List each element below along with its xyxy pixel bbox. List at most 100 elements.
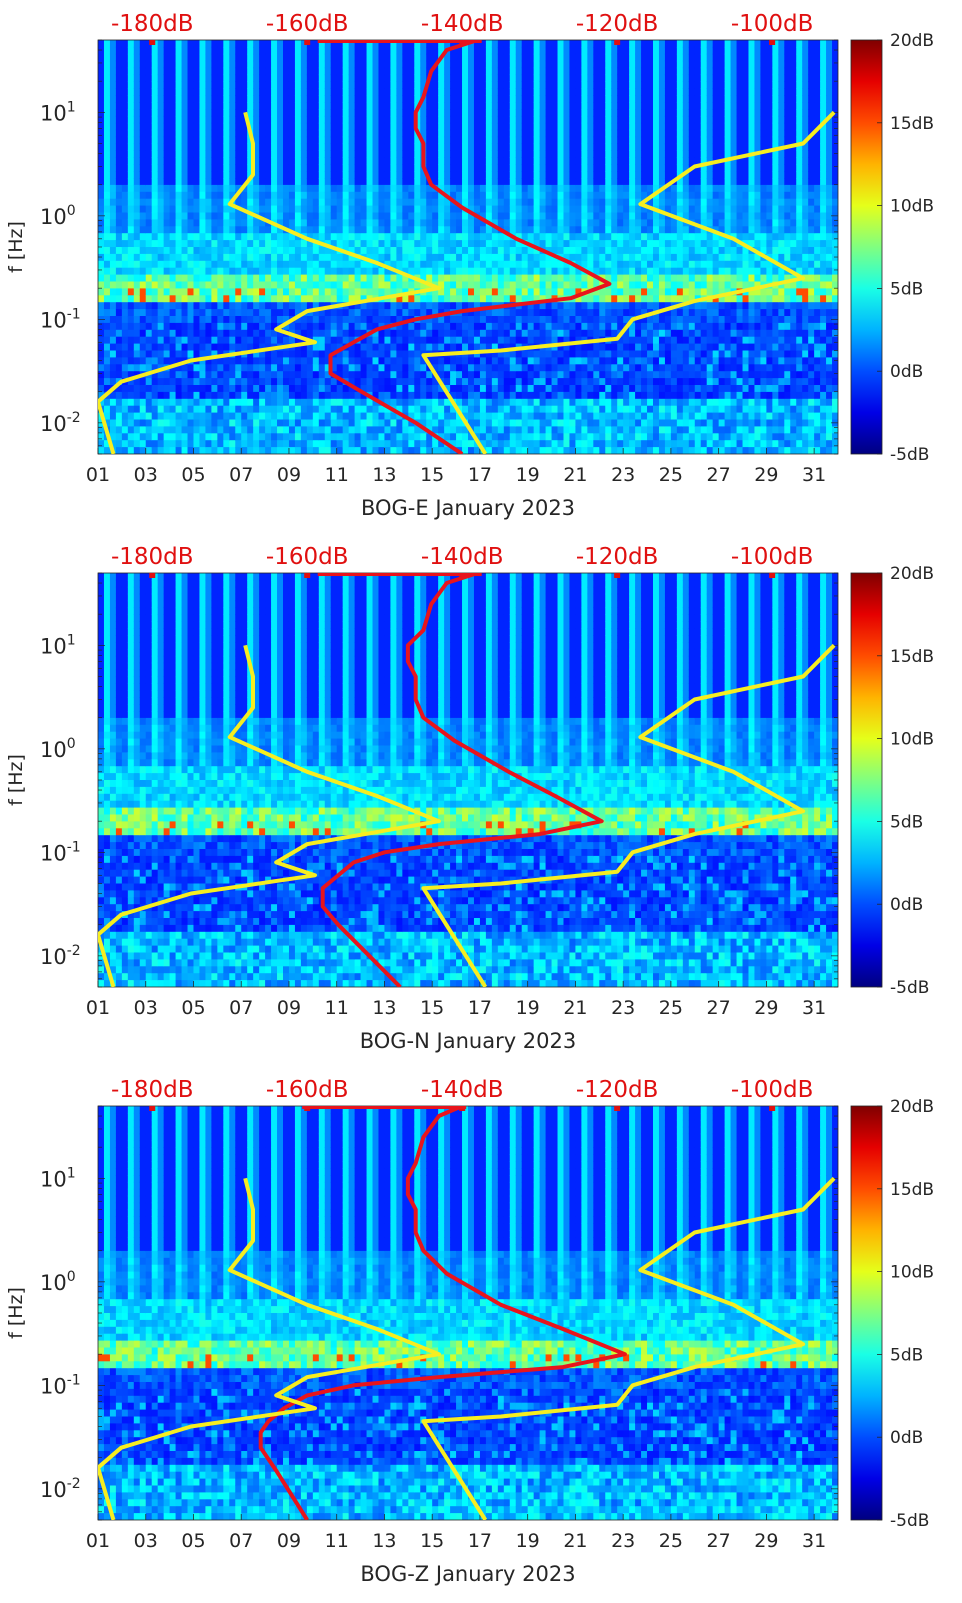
y-tick-label: 10-2 <box>40 1476 81 1502</box>
top-db-label: -100dB <box>731 11 814 37</box>
top-db-tick <box>769 40 775 45</box>
x-tick-label: 09 <box>277 464 301 486</box>
y-tick-label: 10-2 <box>40 943 81 969</box>
x-tick-label: 23 <box>611 1530 635 1552</box>
x-tick-label: 03 <box>134 997 158 1019</box>
y-tick-base: 10 <box>40 205 67 229</box>
x-tick-label: 05 <box>181 1530 205 1552</box>
top-db-label: -120dB <box>576 1077 659 1103</box>
x-tick-label: 03 <box>134 1530 158 1552</box>
x-tick-label: 15 <box>420 464 444 486</box>
y-tick-base: 10 <box>40 1167 67 1191</box>
y-tick-base: 10 <box>40 101 67 125</box>
colorbar-label: 20dB <box>890 564 934 584</box>
x-tick-label: 13 <box>372 464 396 486</box>
x-axis-label: BOG-Z January 2023 <box>360 1562 575 1586</box>
top-db-tick <box>149 573 155 578</box>
top-db-tick <box>614 1106 620 1111</box>
y-axis-label: f [Hz] <box>5 1287 27 1339</box>
top-db-label: -180dB <box>111 544 194 570</box>
x-tick-label: 05 <box>181 997 205 1019</box>
y-tick-label: 10-2 <box>40 410 81 436</box>
x-tick-label: 13 <box>372 1530 396 1552</box>
x-tick-label: 07 <box>229 464 253 486</box>
y-tick-label: 101 <box>40 1165 76 1191</box>
top-db-tick <box>149 40 155 45</box>
x-tick-label: 11 <box>325 1530 349 1552</box>
y-tick-exponent: 0 <box>67 1269 76 1285</box>
x-tick-label: 29 <box>754 1530 778 1552</box>
colorbar-label: 5dB <box>890 1345 923 1365</box>
x-tick-label: 17 <box>468 997 492 1019</box>
y-tick-label: 100 <box>40 1269 76 1295</box>
top-db-tick <box>769 1106 775 1111</box>
x-tick-label: 07 <box>229 1530 253 1552</box>
colorbar-label: 10dB <box>890 1263 934 1283</box>
y-tick-exponent: -1 <box>67 1372 81 1388</box>
y-axis-label: f [Hz] <box>5 754 27 806</box>
x-tick-label: 03 <box>134 464 158 486</box>
y-tick-exponent: 1 <box>67 632 76 648</box>
x-tick-label: 01 <box>86 1530 110 1552</box>
top-db-label: -160dB <box>266 544 349 570</box>
x-tick-label: 01 <box>86 464 110 486</box>
colorbar <box>851 40 882 454</box>
x-tick-label: 23 <box>611 997 635 1019</box>
x-tick-label: 15 <box>420 1530 444 1552</box>
x-tick-label: 25 <box>659 1530 683 1552</box>
y-tick-label: 10-1 <box>40 839 81 865</box>
top-db-tick <box>149 1106 155 1111</box>
y-tick-label: 100 <box>40 203 76 229</box>
x-tick-label: 05 <box>181 464 205 486</box>
y-tick-base: 10 <box>40 1374 67 1398</box>
x-tick-label: 21 <box>563 997 587 1019</box>
top-db-label: -180dB <box>111 11 194 37</box>
colorbar-label: 0dB <box>890 895 923 915</box>
colorbar-label: 0dB <box>890 362 923 382</box>
top-db-label: -160dB <box>266 11 349 37</box>
top-db-label: -140dB <box>421 11 504 37</box>
y-tick-base: 10 <box>40 634 67 658</box>
colorbar-label: 15dB <box>890 1180 934 1200</box>
x-tick-label: 23 <box>611 464 635 486</box>
colorbar-label: 20dB <box>890 31 934 51</box>
top-db-label: -180dB <box>111 1077 194 1103</box>
x-tick-label: 27 <box>707 997 731 1019</box>
x-tick-label: 09 <box>277 997 301 1019</box>
top-db-tick <box>304 573 310 578</box>
colorbar <box>851 573 882 987</box>
x-tick-label: 31 <box>802 997 826 1019</box>
x-tick-label: 09 <box>277 1530 301 1552</box>
y-tick-label: 100 <box>40 736 76 762</box>
y-tick-exponent: -2 <box>67 410 81 426</box>
top-db-label: -100dB <box>731 1077 814 1103</box>
x-axis-label: BOG-N January 2023 <box>360 1029 577 1053</box>
y-tick-exponent: 1 <box>67 99 76 115</box>
y-tick-base: 10 <box>40 1478 67 1502</box>
colorbar-label: 5dB <box>890 812 923 832</box>
x-tick-label: 27 <box>707 464 731 486</box>
y-tick-exponent: -2 <box>67 943 81 959</box>
y-tick-label: 10-1 <box>40 306 81 332</box>
colorbar-label: 5dB <box>890 279 923 299</box>
colorbar-label: -5dB <box>890 978 929 998</box>
x-tick-label: 11 <box>325 464 349 486</box>
x-tick-label: 29 <box>754 997 778 1019</box>
x-tick-label: 31 <box>802 464 826 486</box>
x-tick-label: 25 <box>659 464 683 486</box>
colorbar-label: 10dB <box>890 197 934 217</box>
y-tick-base: 10 <box>40 841 67 865</box>
x-tick-label: 11 <box>325 997 349 1019</box>
spectrogram-image <box>98 40 839 455</box>
x-tick-label: 29 <box>754 464 778 486</box>
colorbar-label: -5dB <box>890 445 929 465</box>
y-tick-label: 101 <box>40 99 76 125</box>
x-tick-label: 19 <box>516 997 540 1019</box>
top-db-label: -120dB <box>576 544 659 570</box>
x-tick-label: 07 <box>229 997 253 1019</box>
colorbar-label: 15dB <box>890 114 934 134</box>
